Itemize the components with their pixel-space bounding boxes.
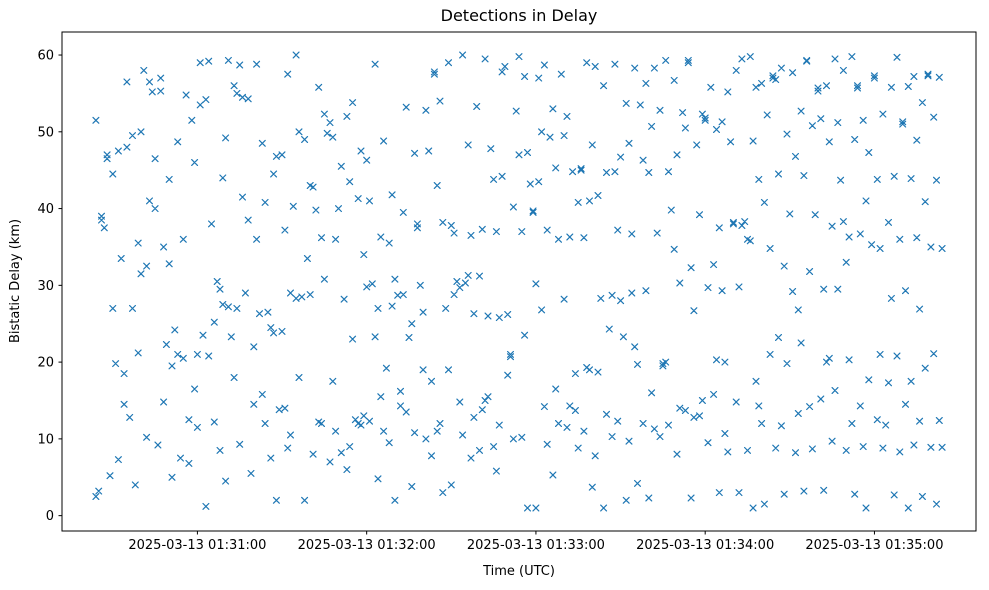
y-axis-ticks: 0 10 20 30 40 50 60 [37,49,62,524]
x-axis-label: Time (UTC) [482,564,555,579]
y-tick-label: 60 [37,49,54,64]
scatter-markers [92,51,946,512]
y-tick-label: 50 [37,125,54,140]
x-tick-label: 2025-03-13 01:34:00 [636,538,774,553]
x-axis-ticks: 2025-03-13 01:31:00 2025-03-13 01:32:00 20… [128,531,943,553]
x-tick-label: 2025-03-13 01:32:00 [298,538,436,553]
y-tick-label: 10 [37,432,54,447]
y-tick-label: 0 [46,509,54,524]
y-tick-label: 20 [37,356,54,371]
y-tick-label: 30 [37,279,54,294]
plot-area [61,31,977,532]
x-tick-label: 2025-03-13 01:31:00 [128,538,266,553]
x-tick-label: 2025-03-13 01:35:00 [805,538,943,553]
y-tick-label: 40 [37,202,54,217]
chart-title: Detections in Delay [441,6,598,25]
x-tick-label: 2025-03-13 01:33:00 [467,538,605,553]
y-axis-label: Bistatic Delay (km) [8,219,23,343]
